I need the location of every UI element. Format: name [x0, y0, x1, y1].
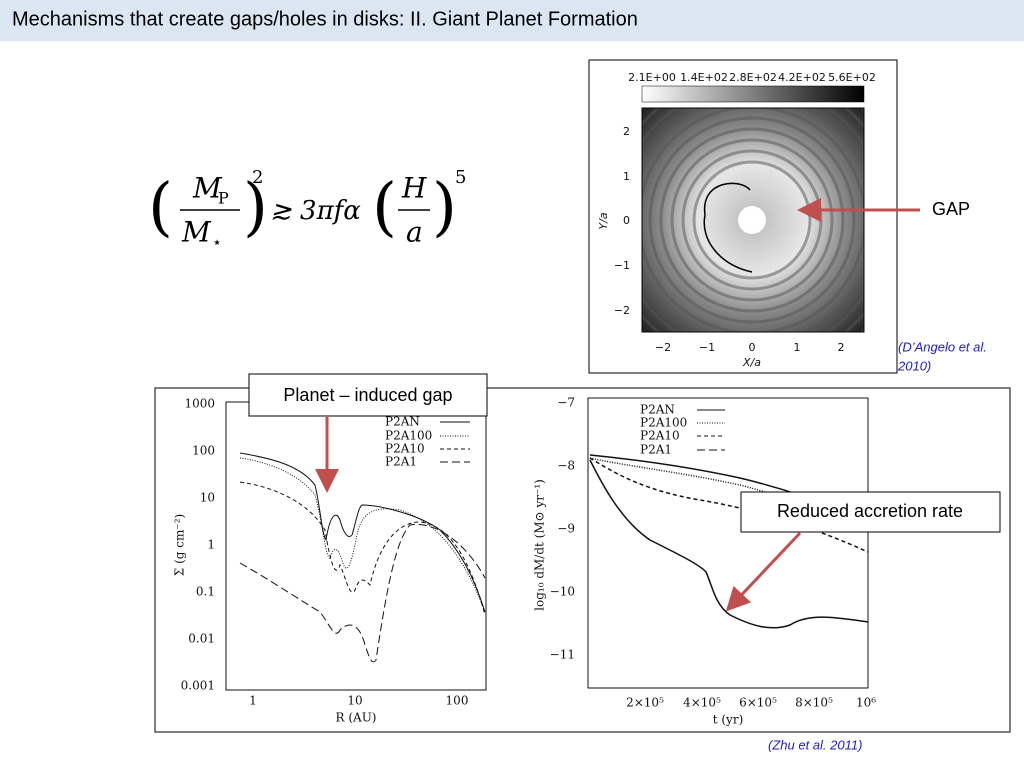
axes: [587, 397, 869, 689]
citation: (Zhu et al. 2011): [768, 737, 862, 752]
y-tick-label: 1: [623, 170, 630, 183]
x-tick-label: −1: [699, 341, 715, 354]
y-tick-label: 100: [192, 444, 215, 458]
y-tick-label: 0.1: [196, 585, 215, 599]
x-tick-label: 1: [249, 694, 257, 708]
x-tick-label: 4×10⁵: [683, 696, 721, 710]
colorbar-label: 5.6E+02: [828, 71, 876, 84]
x-tick-label: 100: [446, 694, 469, 708]
axes: [641, 107, 865, 333]
arrow: [725, 531, 802, 612]
disk-image: [642, 108, 864, 332]
y-tick-label: 1: [207, 538, 215, 552]
y-tick-label: 0: [623, 214, 630, 227]
x-tick-label: 1: [794, 341, 801, 354]
eq-text: ≳ 3πfα: [270, 196, 361, 226]
colorbar-label: 1.4E+02: [680, 71, 728, 84]
colorbar-label: 2.1E+00: [628, 71, 676, 84]
legend-entry: P2A10: [385, 442, 425, 456]
colorbar: [641, 85, 865, 103]
ring: [670, 138, 834, 302]
x-tick-label: 2: [838, 341, 845, 354]
x-tick-label: 6×10⁵: [739, 696, 777, 710]
header-bar: [0, 0, 1024, 41]
y-axis-label: log₁₀ dM/dt (M⊙ yr⁻¹): [533, 479, 547, 611]
x-tick-label: 8×10⁵: [795, 696, 833, 710]
callout-box: [248, 373, 488, 417]
x-tick-label: 2×10⁵: [626, 696, 664, 710]
citation: (D’Angelo et al.: [898, 339, 987, 354]
legend-entry: P2A1: [385, 455, 417, 469]
y-tick-label: 10: [200, 491, 215, 505]
x-axis-label: R (AU): [336, 711, 377, 725]
y-tick-label: −11: [550, 648, 575, 662]
legend-entry: P2A100: [385, 429, 432, 443]
plot-frame: [154, 387, 1011, 733]
paren: ): [243, 171, 268, 245]
x-tick-label: 10⁶: [856, 696, 876, 710]
colorbar-label: 2.8E+02: [729, 71, 777, 84]
paren: (: [372, 171, 397, 245]
eq-text: M: [192, 172, 223, 205]
y-tick-label: −7: [557, 396, 575, 410]
legend-entry: P2A1: [640, 443, 672, 457]
y-tick-label: −8: [557, 459, 575, 473]
legend-entry: P2AN: [385, 415, 420, 429]
equation: ( M P M ⋆ ) 2 ≳ 3πfα ( H a ) 5: [148, 167, 466, 252]
ring: [659, 127, 845, 313]
y-axis-label: Σ (g cm⁻²): [173, 514, 187, 576]
y-tick-label: 1000: [184, 397, 215, 411]
y-tick-label: 0.01: [188, 632, 215, 646]
x-axis-label: t (yr): [713, 713, 744, 727]
x-tick-label: 0: [749, 341, 756, 354]
y-tick-label: −1: [614, 259, 630, 272]
y-tick-label: −10: [550, 585, 575, 599]
gap-callout: GAP: [932, 199, 970, 219]
ring: [681, 149, 823, 291]
title: Mechanisms that create gaps/holes in dis…: [12, 8, 638, 30]
y-tick-label: 0.001: [181, 679, 215, 693]
paren: ): [432, 171, 457, 245]
eq-text: H: [401, 172, 427, 205]
x-axis-label: X/a: [742, 356, 761, 369]
legend-entry: P2A10: [640, 429, 680, 443]
callout-box: [740, 491, 1001, 533]
legend-entry: P2AN: [640, 403, 675, 417]
citation: 2010): [897, 358, 931, 373]
x-tick-label: −2: [655, 341, 671, 354]
y-tick-label: 2: [623, 125, 630, 138]
eq-text: 5: [455, 167, 466, 188]
eq-text: M: [181, 216, 212, 249]
paren: (: [148, 171, 173, 245]
eq-text: 2: [252, 167, 263, 188]
legend-entry: P2A100: [640, 416, 687, 430]
callout-text: Planet – induced gap: [283, 385, 452, 405]
eq-text: a: [406, 216, 423, 249]
eq-text: P: [218, 189, 229, 208]
callout-text: Reduced accretion rate: [777, 501, 963, 521]
y-axis-label: Y/a: [597, 212, 610, 229]
ring: [648, 116, 856, 324]
eq-text: ⋆: [212, 233, 222, 252]
y-tick-label: −2: [614, 304, 630, 317]
colorbar-label: 4.2E+02: [778, 71, 826, 84]
sim-figure: 2.1E+00 1.4E+02 2.8E+02 4.2E+02 5.6E+02 …: [588, 59, 898, 374]
x-tick-label: 10: [347, 694, 362, 708]
y-tick-label: −9: [557, 522, 575, 536]
